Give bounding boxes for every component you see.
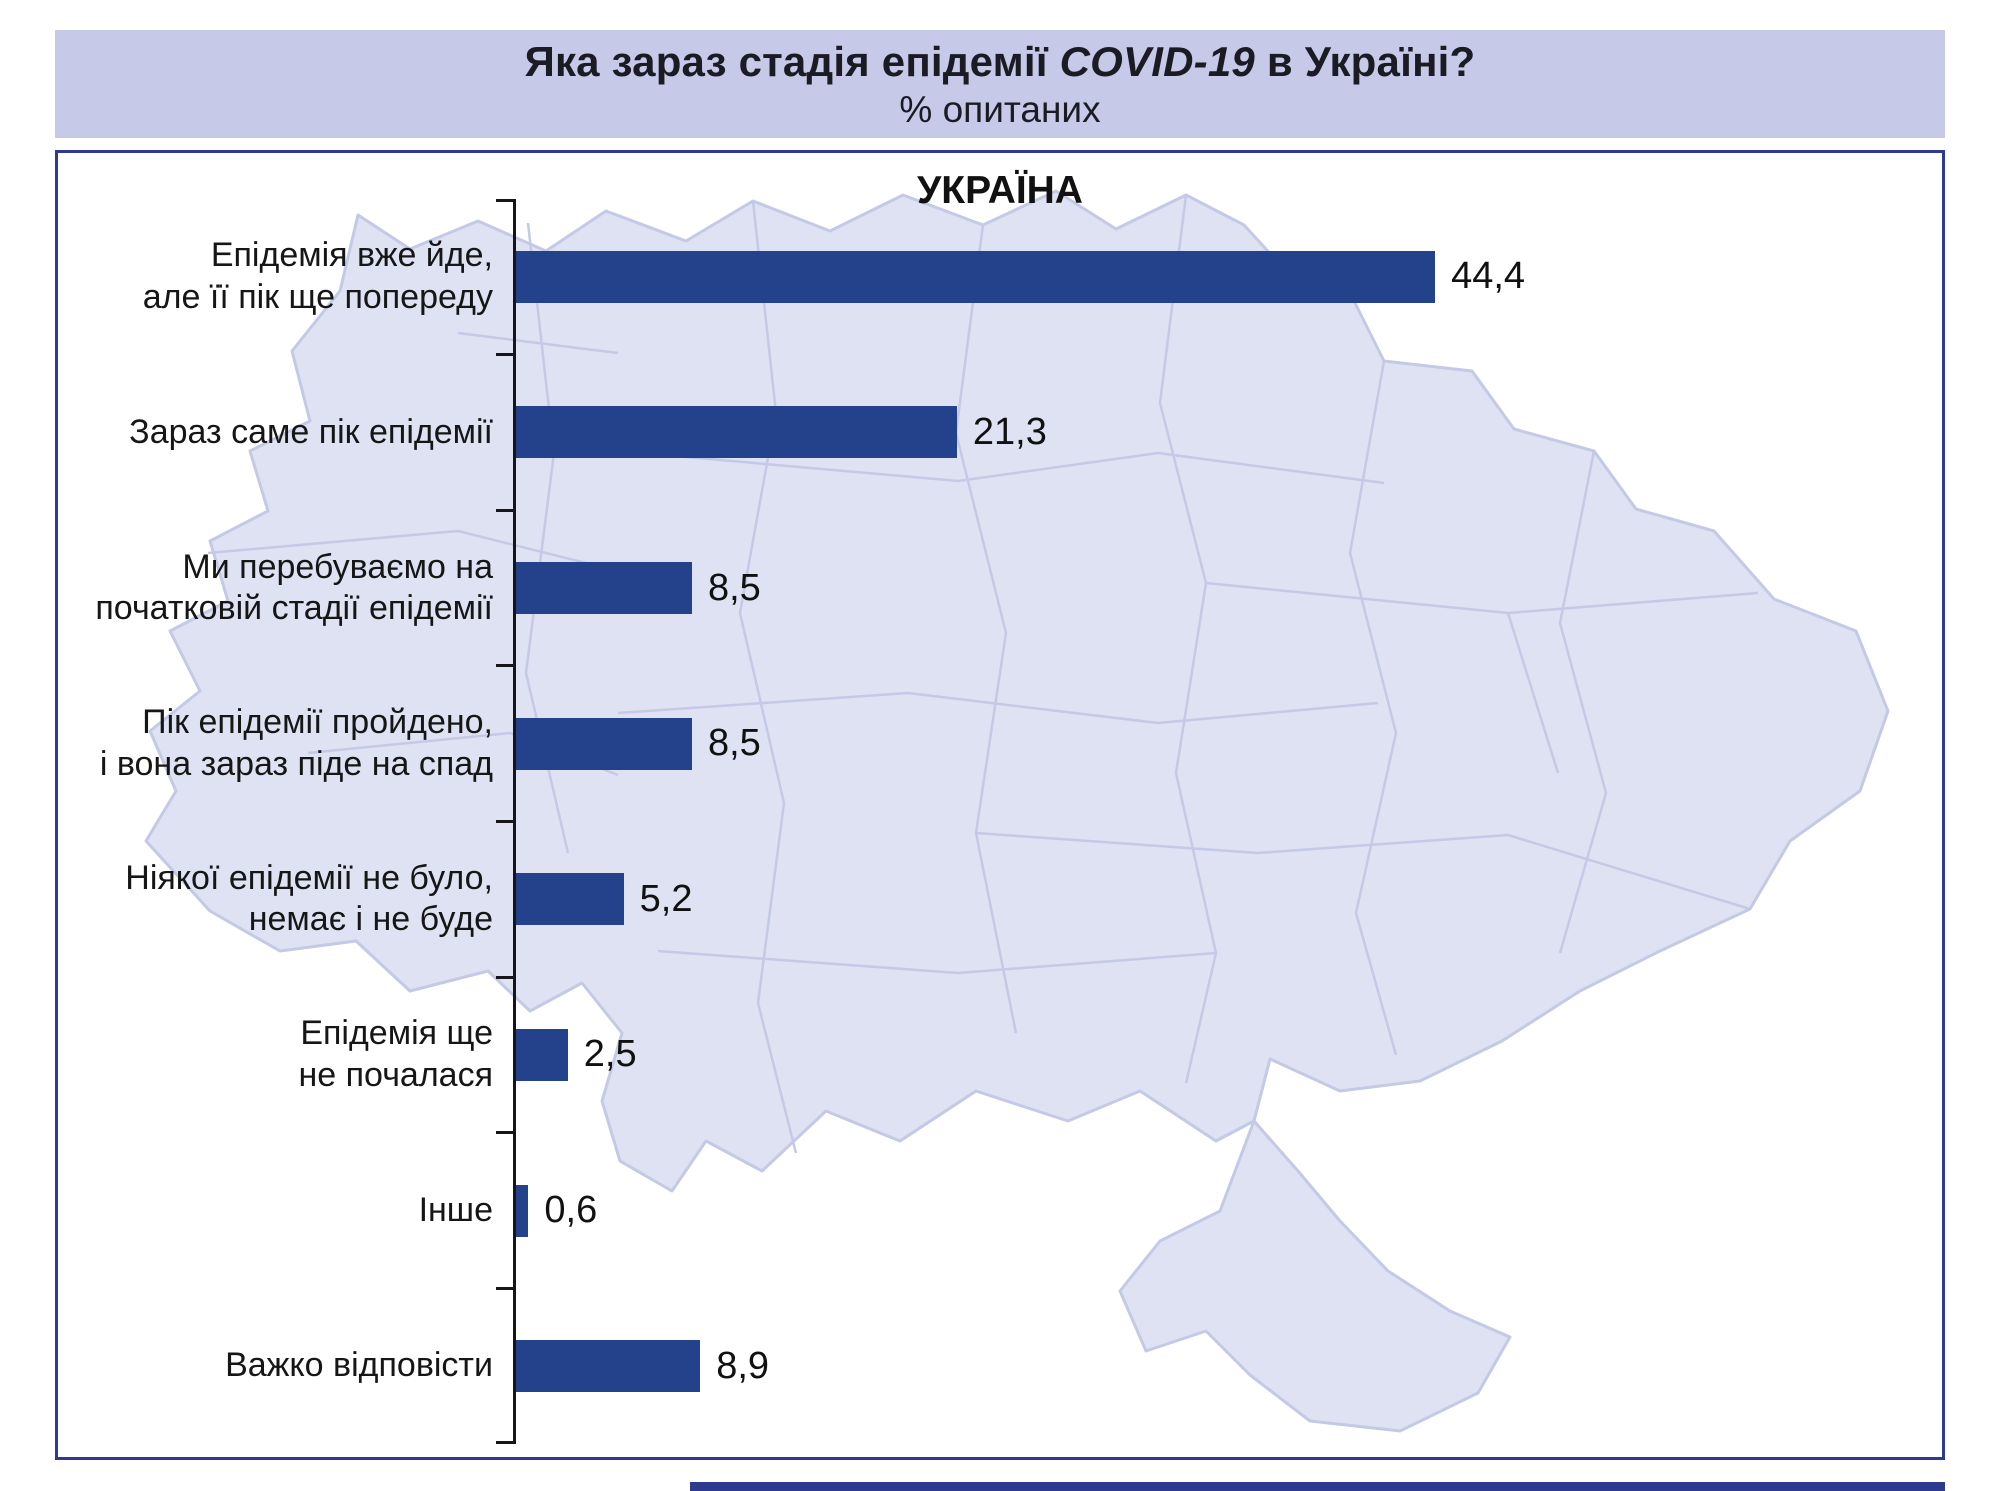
category-label: Ми перебуваємо на початковій стадії епід… (95, 547, 493, 628)
category-label: Епідемія ще не почалася (298, 1014, 494, 1094)
value-label: 5,2 (639, 877, 693, 920)
bar-area: 8,5 (513, 717, 1942, 770)
bar-row: Епідемія ще не почалася 2,5 (58, 977, 1942, 1133)
bar-area: 21,3 (513, 406, 1942, 459)
footer-strip (690, 1482, 1945, 1491)
value-label: 44,4 (1451, 255, 1526, 298)
bar (516, 562, 692, 615)
bar-rows: Епідемія вже йде, але її пік ще попереду… (58, 199, 1942, 1444)
axis-tick (496, 353, 513, 357)
bar-row: Пік епідемії пройдено, і вона зараз піде… (58, 666, 1942, 822)
bar (516, 873, 624, 926)
chart-title-suffix: в Україні? (1254, 37, 1476, 85)
axis-tick (496, 1131, 513, 1135)
value-label: 2,5 (583, 1033, 637, 1076)
bar-area: 0,6 (513, 1184, 1942, 1237)
bar-row: Ми перебуваємо на початковій стадії епід… (58, 510, 1942, 666)
bar-plot: Епідемія вже йде, але її пік ще попереду… (58, 199, 1942, 1444)
bar (516, 717, 692, 770)
category-label: Зараз саме пік епідемії (129, 412, 493, 451)
chart-title-band: Яка зараз стадія епідемії COVID-19 в Укр… (55, 30, 1945, 138)
bar-area: 8,5 (513, 562, 1942, 615)
category-label: Епідемія вже йде, але її пік ще попереду (142, 236, 493, 316)
bar (516, 1028, 568, 1081)
bar-area: 44,4 (513, 250, 1942, 303)
bar-row: Інше 0,6 (58, 1133, 1942, 1289)
value-label: 0,6 (544, 1189, 598, 1232)
bar-row: Ніякої епідемії не було, немає і не буде… (58, 822, 1942, 978)
region-label: УКРАЇНА (917, 169, 1083, 212)
bar-row: Епідемія вже йде, але її пік ще попереду… (58, 199, 1942, 355)
bar (516, 250, 1436, 303)
bar-row: Важко відповісти 8,9 (58, 1288, 1942, 1444)
category-label: Ніякої епідемії не було, немає і не буде (125, 858, 493, 939)
bar (516, 406, 957, 459)
value-label: 21,3 (972, 410, 1047, 453)
bar-area: 2,5 (513, 1028, 1942, 1081)
ukraine-map-crimea (1118, 1119, 1512, 1433)
axis-tick (496, 820, 513, 823)
category-label: Інше (418, 1190, 493, 1229)
chart-title-prefix: Яка зараз стадія епідемії (524, 37, 1060, 85)
axis-tick (496, 508, 513, 512)
chart-title: Яка зараз стадія епідемії COVID-19 в Укр… (525, 38, 1476, 86)
bar (516, 1184, 529, 1237)
axis-tick (496, 664, 513, 668)
category-label: Пік епідемії пройдено, і вона зараз піде… (99, 703, 493, 783)
bar-row: Зараз саме пік епідемії 21,3 (58, 355, 1942, 511)
axis-tick (496, 199, 513, 202)
y-axis-line (513, 199, 516, 1444)
category-label: Важко відповісти (225, 1346, 493, 1385)
axis-tick (496, 1286, 513, 1290)
value-label: 8,5 (707, 566, 761, 609)
bar (516, 1340, 701, 1393)
bar-area: 8,9 (513, 1340, 1942, 1393)
axis-tick (496, 1441, 513, 1444)
chart-panel: УКРАЇНА Епідемія вже йде, але її пік ще … (55, 150, 1945, 1460)
chart-subtitle: % опитаних (899, 88, 1101, 130)
value-label: 8,9 (716, 1344, 770, 1387)
value-label: 8,5 (707, 722, 761, 765)
chart-title-emphasis: COVID-19 (1059, 37, 1255, 85)
bar-area: 5,2 (513, 873, 1942, 926)
axis-tick (496, 975, 513, 979)
